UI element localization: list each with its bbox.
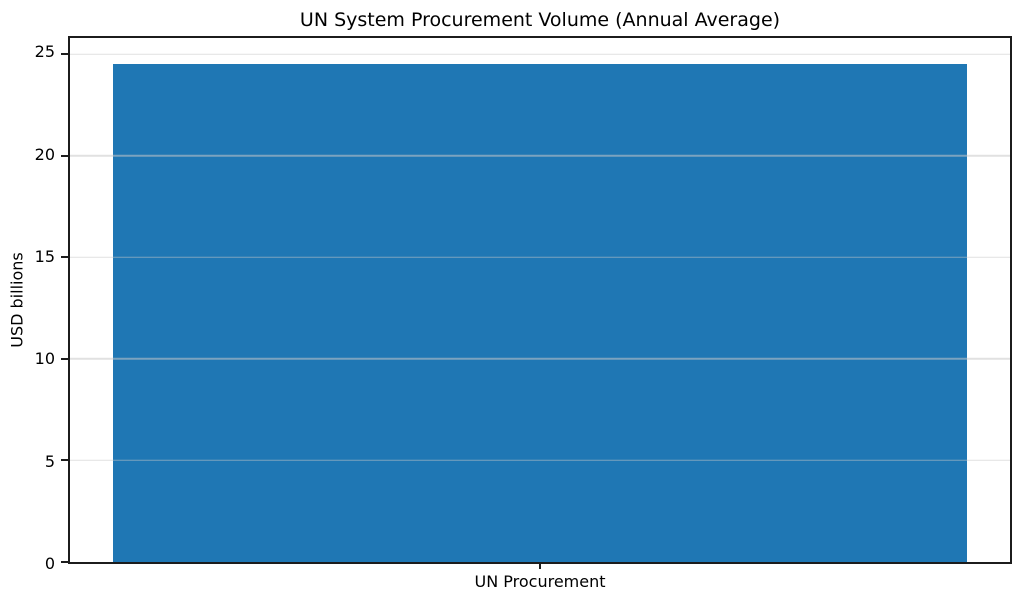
y-tick-label: 10 [34, 349, 55, 369]
y-tick-mark [61, 561, 68, 563]
gridline [70, 459, 1010, 462]
bar-un-procurement [112, 64, 968, 562]
gridline [70, 256, 1010, 259]
x-tick-mark [539, 562, 541, 569]
plot-area: UN Procurement [61, 36, 1012, 591]
gridline [70, 155, 1010, 157]
gridline [70, 53, 1010, 55]
y-tick-mark [61, 357, 68, 360]
y-tick-mark [61, 53, 68, 56]
y-tick-label: 25 [34, 42, 55, 62]
y-tick-label: 20 [34, 144, 55, 164]
y-tick-mark [61, 154, 68, 157]
y-tick-label: 15 [34, 247, 55, 267]
chart-title: UN System Procurement Volume (Annual Ave… [299, 9, 781, 31]
y-tick-label: 5 [44, 451, 55, 471]
y-tick-labels: 0 5 10 15 20 25 [0, 36, 55, 572]
gridline [70, 358, 1010, 360]
y-tick-mark [61, 256, 68, 259]
y-tick-mark [61, 459, 68, 462]
x-tick-label: UN Procurement [474, 572, 606, 591]
y-tick-label: 0 [44, 554, 55, 573]
